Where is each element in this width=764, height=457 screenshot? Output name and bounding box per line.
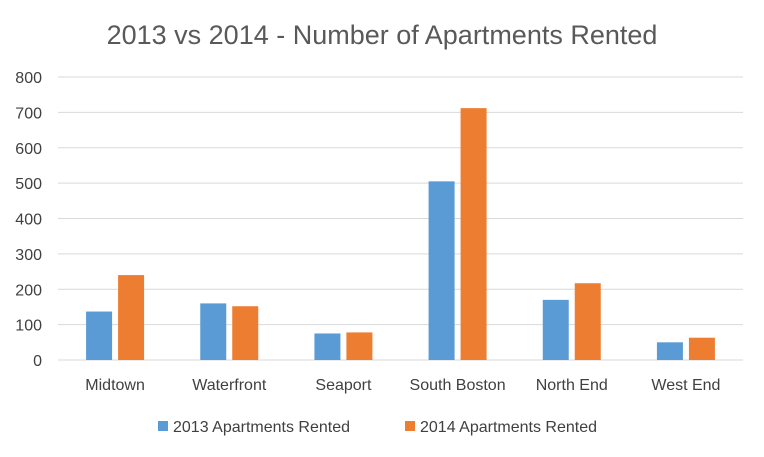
- legend-swatch: [158, 421, 168, 431]
- bar-2013-west-end: [656, 342, 683, 360]
- bar-2014-north-end: [574, 283, 601, 360]
- bar-2013-midtown: [86, 311, 113, 360]
- y-tick-label: 700: [15, 105, 42, 122]
- bar-2014-south-boston: [460, 108, 487, 360]
- x-tick-label: Midtown: [85, 377, 145, 394]
- bars: [86, 108, 715, 360]
- y-tick-label: 600: [15, 141, 42, 158]
- y-tick-label: 500: [15, 176, 42, 193]
- y-tick-label: 800: [15, 70, 42, 87]
- x-tick-label: West End: [651, 377, 720, 394]
- bar-2014-midtown: [118, 275, 145, 360]
- y-axis-ticks: 0 100 200 300 400 500 600 700 800: [15, 70, 42, 370]
- y-tick-label: 100: [15, 318, 42, 335]
- y-tick-label: 0: [33, 353, 42, 370]
- bar-2013-waterfront: [200, 303, 227, 360]
- y-tick-label: 400: [15, 212, 42, 229]
- legend-swatch: [405, 421, 415, 431]
- bar-2013-north-end: [542, 299, 569, 360]
- bar-2014-seaport: [346, 332, 373, 360]
- x-axis-ticks: Midtown Waterfront Seaport South Boston Nort…: [85, 377, 720, 394]
- legend-entry: 2013 Apartments Rented: [173, 419, 350, 436]
- gridlines: [58, 76, 743, 361]
- x-tick-label: Seaport: [315, 377, 372, 394]
- legend: 2013 Apartments Rented 2014 Apartments Re…: [158, 419, 597, 436]
- bar-2013-south-boston: [428, 181, 455, 360]
- chart-title: 2013 vs 2014 - Number of Apartments Rent…: [107, 20, 658, 50]
- bar-2013-seaport: [314, 333, 341, 360]
- y-tick-label: 200: [15, 282, 42, 299]
- y-tick-label: 300: [15, 247, 42, 264]
- x-tick-label: South Boston: [410, 377, 506, 394]
- legend-entry: 2014 Apartments Rented: [420, 419, 597, 436]
- bar-2014-waterfront: [232, 306, 259, 360]
- x-tick-label: Waterfront: [192, 377, 267, 394]
- x-tick-label: North End: [536, 377, 608, 394]
- bar-2014-west-end: [688, 337, 715, 360]
